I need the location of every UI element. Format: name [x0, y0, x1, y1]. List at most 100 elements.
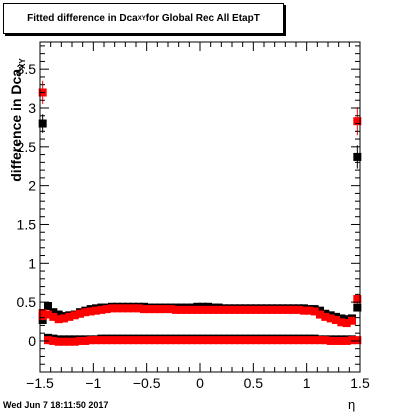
y-axis-label-main: difference in Dca — [8, 68, 24, 182]
data-point — [273, 336, 282, 345]
data-point — [225, 305, 234, 314]
data-point — [220, 336, 228, 345]
data-point — [150, 336, 159, 345]
data-point — [150, 305, 159, 314]
title-suffix: for Global Rec All EtapT — [145, 13, 260, 24]
data-point — [102, 336, 111, 345]
data-point — [337, 318, 346, 327]
data-point — [81, 336, 90, 345]
data-point — [60, 314, 68, 323]
data-point — [124, 336, 132, 345]
x-tick-label: 1 — [303, 375, 311, 391]
data-point — [353, 152, 362, 161]
data-point — [305, 306, 314, 315]
data-point — [193, 305, 202, 314]
data-point — [321, 336, 330, 345]
data-point — [332, 315, 340, 324]
data-point — [300, 336, 308, 345]
data-point — [70, 311, 79, 320]
data-point — [246, 305, 255, 314]
plot-frame — [39, 41, 361, 373]
data-point — [284, 336, 292, 345]
data-point — [49, 336, 58, 345]
data-point — [257, 336, 266, 345]
data-point — [108, 304, 116, 313]
data-point — [97, 336, 106, 345]
data-point — [140, 305, 148, 314]
data-point — [172, 305, 180, 314]
data-point — [332, 336, 340, 345]
data-point — [161, 305, 170, 314]
data-point — [129, 304, 138, 313]
data-point — [236, 336, 244, 345]
data-point — [353, 295, 362, 304]
data-point — [134, 304, 143, 313]
data-point — [188, 305, 196, 314]
y-axis-label-subscript: XY — [18, 58, 28, 69]
data-point — [177, 336, 186, 345]
data-point — [86, 336, 95, 345]
series-red — [38, 80, 362, 346]
data-point — [156, 336, 164, 345]
data-point — [230, 336, 239, 345]
data-point — [145, 336, 154, 345]
data-point — [268, 305, 276, 314]
data-point — [252, 305, 260, 314]
x-axis-label: η — [348, 397, 356, 412]
x-tick-label: −0.5 — [133, 375, 161, 391]
data-point — [321, 312, 330, 321]
data-point — [108, 336, 116, 345]
data-point — [257, 305, 266, 314]
data-point — [118, 304, 127, 313]
data-point — [278, 336, 287, 345]
data-point — [241, 305, 250, 314]
data-point — [225, 336, 234, 345]
data-point — [161, 336, 170, 345]
data-point — [92, 306, 100, 315]
data-point — [76, 309, 84, 318]
x-tick-label: 1.5 — [350, 375, 370, 391]
data-point — [241, 336, 250, 345]
data-point — [118, 336, 127, 345]
data-point — [230, 305, 239, 314]
data-point — [76, 336, 84, 345]
data-point — [310, 307, 319, 316]
data-point — [54, 337, 63, 346]
data-point — [60, 337, 68, 346]
data-point — [86, 307, 95, 316]
timestamp: Wed Jun 7 18:11:50 2017 — [3, 400, 109, 410]
data-point — [182, 305, 191, 314]
y-tick-label: 1 — [28, 255, 36, 271]
data-point — [204, 305, 212, 314]
y-tick-label: 2.5 — [17, 139, 37, 155]
data-point — [305, 336, 314, 345]
data-point — [166, 305, 175, 314]
data-point — [353, 336, 362, 345]
x-tick-label: −1 — [85, 375, 101, 391]
data-point — [54, 310, 63, 319]
data-point — [316, 310, 324, 319]
data-point — [326, 314, 335, 323]
data-point — [300, 306, 308, 315]
data-point — [209, 336, 218, 345]
data-point — [204, 336, 212, 345]
x-tick-label: 0.5 — [244, 375, 264, 391]
data-point — [316, 336, 324, 345]
data-points-layer — [38, 80, 362, 346]
data-point — [214, 305, 223, 314]
data-point — [49, 308, 58, 317]
data-point — [326, 336, 335, 345]
data-point — [97, 305, 106, 314]
data-point — [294, 305, 303, 314]
data-point — [134, 336, 143, 345]
data-point — [81, 308, 90, 317]
data-point — [353, 117, 362, 126]
data-point — [129, 336, 138, 345]
data-point — [348, 316, 356, 325]
data-point — [193, 336, 202, 345]
data-point — [262, 336, 271, 345]
data-point — [54, 315, 63, 324]
data-point — [246, 336, 255, 345]
data-point — [70, 337, 79, 346]
